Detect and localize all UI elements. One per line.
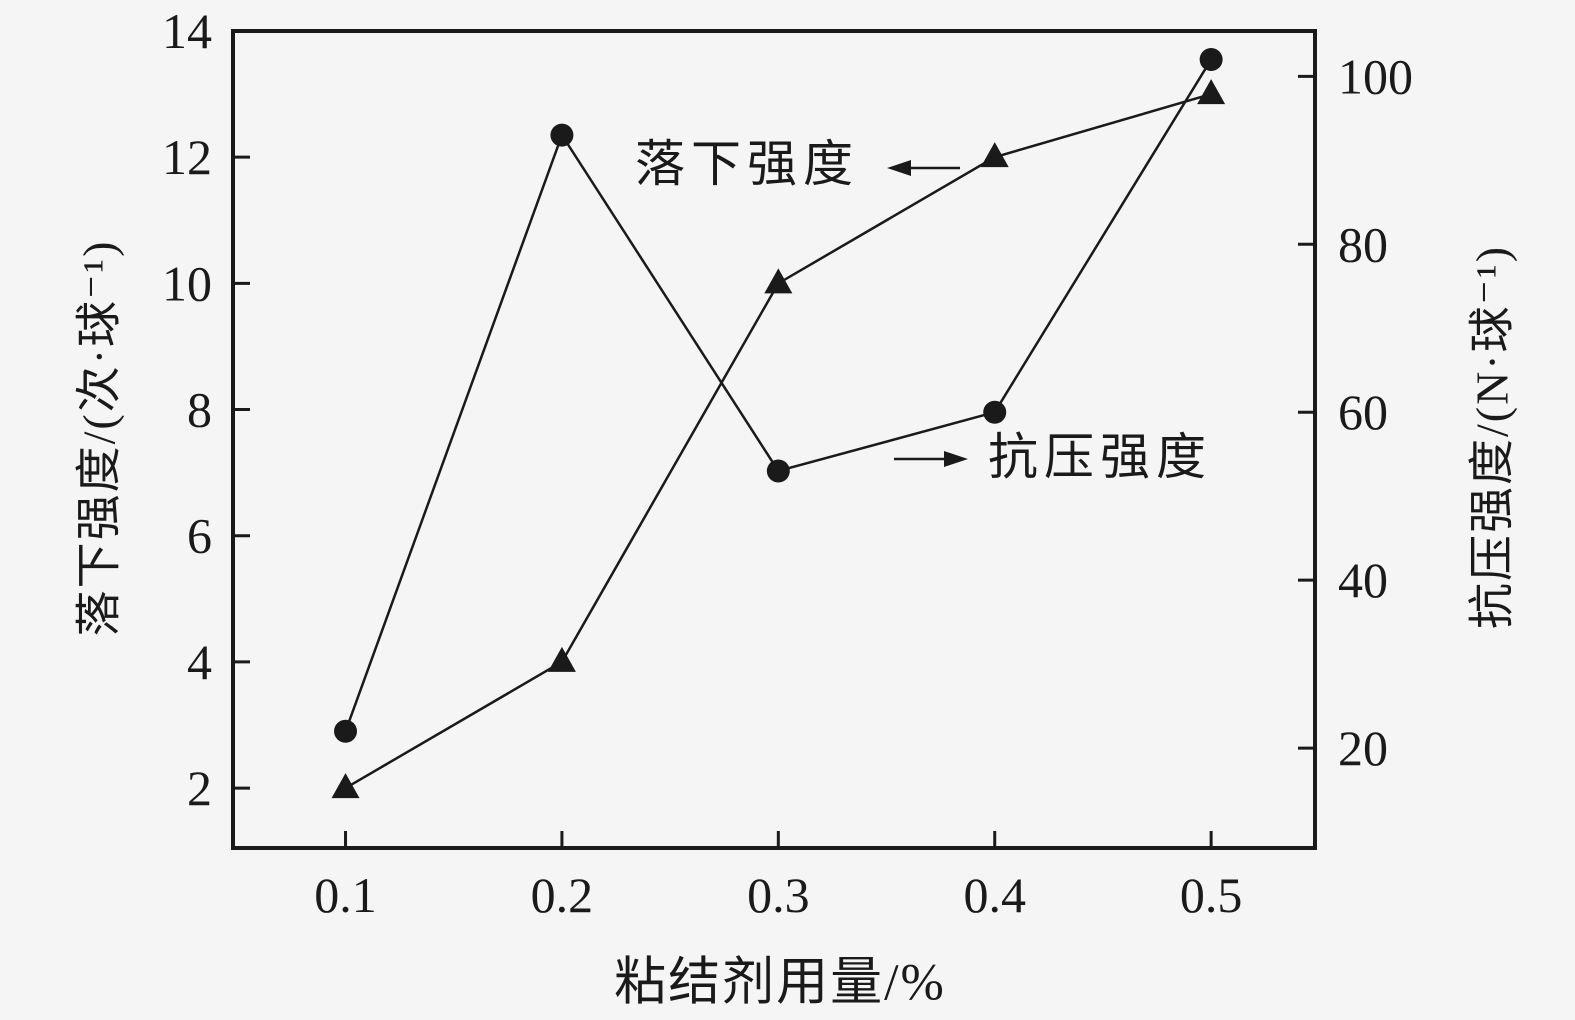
left-axis-tick-label: 8 xyxy=(187,382,212,438)
left-axis-tick-label: 4 xyxy=(187,634,212,690)
x-axis-tick-label: 0.2 xyxy=(531,867,594,923)
drop-strength-marker xyxy=(331,773,360,799)
x-axis-tick-label: 0.1 xyxy=(314,867,377,923)
drop-strength-marker xyxy=(547,646,576,672)
left-axis-tick-label: 12 xyxy=(162,129,212,185)
x-axis-tick-label: 0.4 xyxy=(963,867,1026,923)
left-axis-title: 落下强度/(次·球⁻¹) xyxy=(74,240,125,637)
left-axis-tick-label: 6 xyxy=(187,508,212,564)
drop-strength-marker xyxy=(980,142,1009,168)
compressive-strength-marker xyxy=(983,400,1007,424)
right-axis-title: 抗压强度/(N·球⁻¹) xyxy=(1467,245,1518,629)
drop-strength-label: 落下强度 xyxy=(635,136,859,192)
x-axis-tick-label: 0.3 xyxy=(747,867,810,923)
left-axis-tick-label: 14 xyxy=(162,3,212,59)
right-axis-tick-label: 20 xyxy=(1338,720,1388,776)
compressive-strength-marker xyxy=(766,459,790,483)
compressive-strength-marker xyxy=(334,719,358,743)
right-axis-tick-label: 60 xyxy=(1338,384,1388,440)
compressive-strength-marker xyxy=(1199,48,1223,72)
right-axis-tick-label: 40 xyxy=(1338,552,1388,608)
compressive-strength-marker xyxy=(550,123,574,147)
x-axis-tick-label: 0.5 xyxy=(1180,867,1243,923)
compressive-strength-label: 抗压强度 xyxy=(988,429,1212,485)
right-axis-tick-label: 80 xyxy=(1338,216,1388,272)
right-axis-tick-label: 100 xyxy=(1338,48,1413,104)
plot-frame xyxy=(231,29,1317,850)
left-axis-tick-label: 10 xyxy=(162,255,212,311)
drop-strength-marker xyxy=(764,268,793,294)
left-axis-tick-label: 2 xyxy=(187,760,212,816)
x-axis-title: 粘结剂用量/% xyxy=(614,955,946,1012)
drop-strength-arrow-head xyxy=(887,160,911,176)
compressive-strength-arrow-head xyxy=(944,451,968,467)
drop-strength-marker xyxy=(1197,79,1226,105)
